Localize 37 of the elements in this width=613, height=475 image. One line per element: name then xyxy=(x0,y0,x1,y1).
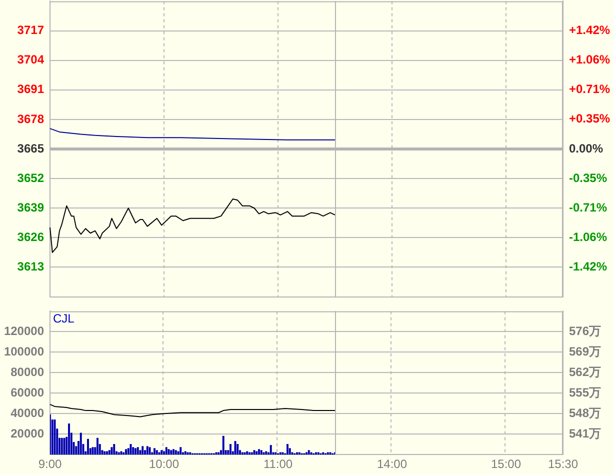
y2-tick-label: -0.71% xyxy=(569,200,608,214)
y2-tick-label: 576万 xyxy=(569,324,602,338)
y-tick-label: 3678 xyxy=(17,112,44,126)
y-tick-label: 3626 xyxy=(17,230,44,244)
x-tick-label: 9:00 xyxy=(38,457,62,472)
y-tick-label: 3691 xyxy=(17,82,44,96)
y-tick-label: 100000 xyxy=(4,344,44,358)
y-tick-label: 3704 xyxy=(17,52,44,67)
x-tick-label: 14:00 xyxy=(376,457,408,472)
y2-tick-label: -0.35% xyxy=(569,170,608,185)
x-tick-label: 11:00 xyxy=(263,457,293,472)
y2-tick-label: -1.42% xyxy=(569,260,608,274)
y2-tick-label: 548万 xyxy=(569,406,602,420)
x-tick-label: 15:30 xyxy=(548,457,578,472)
y2-tick-label: -1.06% xyxy=(569,230,608,244)
annotation: CJL xyxy=(53,312,75,326)
y-tick-label: 40000 xyxy=(10,406,44,420)
y-tick-label: 3639 xyxy=(17,200,44,214)
y-tick-label: 120000 xyxy=(4,324,44,338)
y-tick-label: 3717 xyxy=(17,23,44,38)
y2-tick-label: +0.71% xyxy=(569,82,610,96)
y2-tick-label: 562万 xyxy=(569,364,602,379)
y2-tick-label: 0.00% xyxy=(569,141,604,156)
y2-tick-label: 569万 xyxy=(569,344,602,358)
y-tick-label: 60000 xyxy=(10,385,44,400)
y2-tick-label: +1.06% xyxy=(569,52,610,67)
y-tick-label: 3665 xyxy=(17,141,44,156)
y-tick-label: 80000 xyxy=(10,364,44,379)
y-tick-label: 3652 xyxy=(17,170,44,185)
y-tick-label: 20000 xyxy=(10,426,44,440)
y-tick-label: 3613 xyxy=(17,260,44,274)
y2-tick-label: +0.35% xyxy=(569,112,610,126)
x-tick-label: 10:00 xyxy=(148,457,180,472)
y2-tick-label: 555万 xyxy=(569,385,602,400)
x-tick-label: 15:00 xyxy=(490,457,522,472)
y2-tick-label: 541万 xyxy=(569,426,602,440)
y2-tick-label: +1.42% xyxy=(569,23,610,38)
